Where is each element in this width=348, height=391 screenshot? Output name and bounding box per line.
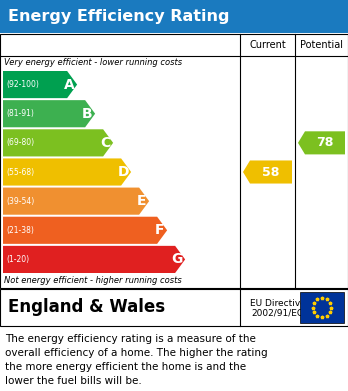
Polygon shape	[3, 246, 185, 273]
Text: overall efficiency of a home. The higher the rating: overall efficiency of a home. The higher…	[5, 348, 268, 358]
Polygon shape	[3, 129, 113, 156]
Polygon shape	[243, 160, 292, 183]
Polygon shape	[3, 188, 149, 215]
Text: Potential: Potential	[300, 40, 343, 50]
Text: The energy efficiency rating is a measure of the: The energy efficiency rating is a measur…	[5, 334, 256, 344]
Polygon shape	[3, 100, 95, 127]
Text: (81-91): (81-91)	[6, 109, 34, 118]
Polygon shape	[3, 158, 131, 186]
Text: C: C	[100, 136, 110, 150]
Text: Not energy efficient - higher running costs: Not energy efficient - higher running co…	[4, 276, 182, 285]
Text: (55-68): (55-68)	[6, 167, 34, 176]
Text: G: G	[172, 253, 183, 266]
Polygon shape	[298, 131, 345, 154]
Bar	[0, 289, 348, 326]
Text: (69-80): (69-80)	[6, 138, 34, 147]
Text: D: D	[117, 165, 129, 179]
Text: Energy Efficiency Rating: Energy Efficiency Rating	[8, 9, 229, 24]
Text: EU Directive: EU Directive	[250, 299, 306, 308]
Text: 58: 58	[262, 165, 280, 179]
Text: Very energy efficient - lower running costs: Very energy efficient - lower running co…	[4, 58, 182, 67]
Text: (39-54): (39-54)	[6, 197, 34, 206]
Text: E: E	[136, 194, 146, 208]
Polygon shape	[3, 71, 77, 98]
Text: F: F	[155, 223, 164, 237]
Bar	[300, 292, 344, 323]
Text: 2002/91/EC: 2002/91/EC	[252, 309, 303, 318]
Text: 78: 78	[316, 136, 334, 149]
Text: England & Wales: England & Wales	[8, 298, 165, 316]
Polygon shape	[3, 217, 167, 244]
Text: (1-20): (1-20)	[6, 255, 29, 264]
Text: B: B	[82, 107, 93, 121]
Text: Current: Current	[249, 40, 286, 50]
Text: (92-100): (92-100)	[6, 80, 39, 89]
Bar	[0, 0, 348, 33]
Text: the more energy efficient the home is and the: the more energy efficient the home is an…	[5, 362, 246, 372]
Text: (21-38): (21-38)	[6, 226, 34, 235]
Text: A: A	[64, 77, 74, 91]
Bar	[0, 34, 348, 288]
Text: lower the fuel bills will be.: lower the fuel bills will be.	[5, 376, 142, 386]
